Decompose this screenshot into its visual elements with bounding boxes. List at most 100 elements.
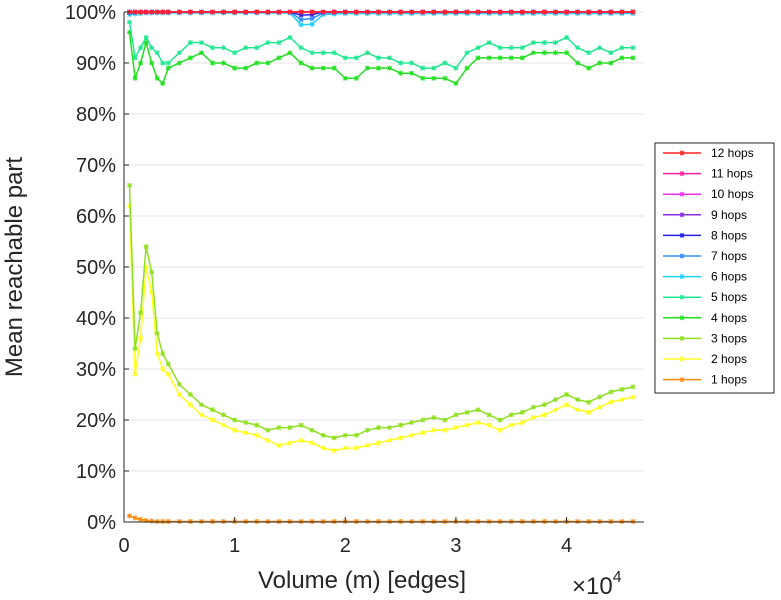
data-point — [160, 366, 166, 372]
data-point — [298, 60, 304, 66]
data-point — [387, 65, 393, 71]
y-tick-label: 0% — [87, 512, 116, 534]
data-point — [143, 264, 149, 270]
data-point — [597, 60, 603, 66]
legend-label: 1 hops — [711, 373, 747, 387]
data-point — [265, 437, 271, 443]
data-point — [586, 518, 592, 524]
data-point — [353, 9, 359, 15]
data-point — [364, 443, 370, 448]
data-point — [619, 386, 625, 392]
y-tick-label: 10% — [76, 461, 116, 483]
series-2-hops — [127, 203, 636, 454]
data-point — [453, 412, 459, 418]
data-point — [530, 518, 536, 524]
data-point — [586, 9, 592, 15]
data-point — [127, 513, 133, 519]
data-point — [486, 40, 492, 46]
data-point — [254, 9, 260, 15]
x-tick-label: 3 — [450, 535, 461, 557]
data-point — [320, 50, 326, 56]
data-point — [149, 290, 155, 295]
data-point — [353, 75, 359, 81]
legend-label: 11 hops — [711, 167, 753, 181]
data-point — [519, 420, 525, 426]
data-point — [519, 518, 525, 524]
data-point — [564, 9, 570, 15]
data-point — [420, 75, 426, 81]
data-point — [508, 422, 514, 428]
data-point — [232, 417, 238, 423]
legend-item: 10 hops — [663, 187, 754, 201]
data-point — [619, 9, 625, 15]
legend-marker — [679, 171, 685, 177]
data-point — [586, 409, 592, 415]
data-point — [431, 9, 437, 15]
legend-box — [654, 142, 775, 394]
data-point — [597, 394, 603, 400]
series-5-hops — [127, 19, 636, 71]
data-point — [254, 432, 260, 438]
data-point — [375, 440, 381, 446]
data-point — [149, 9, 155, 15]
legend-item: 5 hops — [663, 290, 747, 304]
data-point — [619, 518, 625, 524]
data-point — [232, 50, 238, 56]
data-point — [176, 518, 182, 524]
data-point — [420, 417, 426, 423]
data-point — [243, 9, 249, 15]
data-point — [221, 9, 227, 15]
data-point — [409, 60, 415, 66]
legend-item: 3 hops — [663, 331, 747, 345]
data-point — [132, 9, 138, 15]
data-point — [160, 80, 166, 86]
data-point — [353, 432, 359, 438]
data-point — [608, 518, 614, 524]
legend-marker — [679, 191, 685, 197]
data-point — [187, 402, 193, 408]
data-point — [541, 412, 547, 418]
data-point — [265, 427, 271, 433]
data-point — [519, 409, 525, 415]
data-point — [198, 40, 204, 46]
data-point — [541, 9, 547, 15]
data-point — [265, 60, 271, 66]
data-point — [575, 518, 581, 524]
data-point — [442, 75, 448, 81]
data-point — [165, 361, 171, 367]
data-point — [475, 45, 481, 51]
data-point — [265, 518, 271, 524]
data-point — [575, 407, 581, 413]
data-point — [608, 9, 614, 15]
data-point — [508, 55, 514, 61]
data-point — [276, 40, 282, 46]
data-point — [276, 443, 282, 448]
data-point — [320, 445, 326, 451]
data-point — [160, 9, 166, 15]
data-point — [127, 182, 133, 188]
data-point — [586, 399, 592, 405]
data-point — [342, 445, 348, 451]
data-point — [254, 518, 260, 524]
data-point — [138, 335, 144, 341]
data-point — [420, 518, 426, 524]
data-point — [508, 45, 514, 51]
data-point — [221, 45, 227, 51]
y-tick-label: 30% — [76, 359, 116, 381]
data-point — [630, 394, 636, 400]
data-point — [298, 9, 304, 15]
data-point — [149, 60, 155, 66]
y-tick-label: 50% — [76, 257, 116, 279]
data-point — [198, 412, 204, 418]
series-3-hops — [127, 182, 636, 441]
data-point — [409, 70, 415, 76]
data-point — [608, 60, 614, 66]
data-point — [597, 518, 603, 524]
data-point — [276, 55, 282, 61]
data-point — [541, 518, 547, 524]
data-point — [597, 9, 603, 15]
data-point — [398, 70, 404, 76]
data-point — [409, 420, 415, 426]
data-point — [364, 9, 370, 15]
data-point — [398, 9, 404, 15]
